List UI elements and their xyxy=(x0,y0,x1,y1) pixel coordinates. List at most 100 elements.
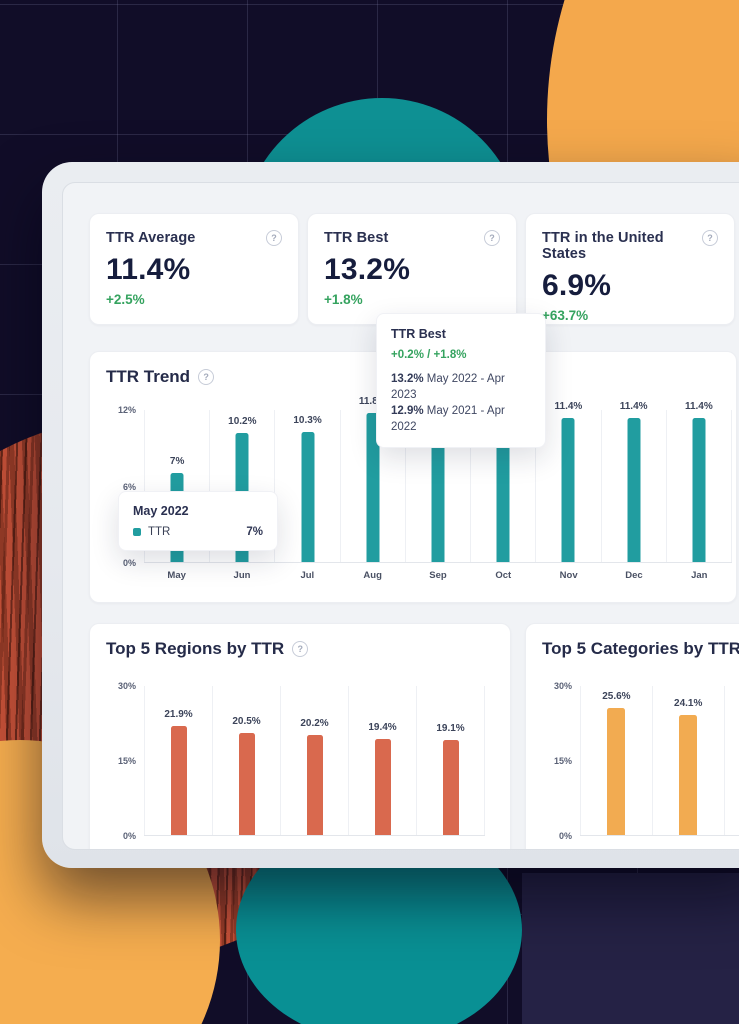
section-title: Top 5 Regions by TTR xyxy=(106,639,285,658)
chart-column: 11.4% xyxy=(536,401,602,562)
tooltip-series-value: 7% xyxy=(246,526,263,538)
y-tick-label: 12% xyxy=(117,405,136,415)
bar[interactable] xyxy=(238,733,255,835)
tooltip-row-period: May 2021 - Apr 2022 xyxy=(391,405,505,433)
x-tick-label: Jul xyxy=(300,570,315,581)
kpi-delta: +1.8% xyxy=(324,292,363,307)
chart-column: 11.8% xyxy=(341,396,406,562)
tooltip-title: TTR Best xyxy=(391,327,446,341)
help-icon[interactable]: ? xyxy=(198,369,215,385)
bar[interactable] xyxy=(374,738,391,835)
bar[interactable] xyxy=(170,726,187,835)
x-axis: May Jun Jul Aug Sep Oct Nov Dec Jan xyxy=(144,563,732,581)
bar-value-label: 19.4% xyxy=(368,721,397,733)
chart-column: 11.4% xyxy=(602,401,667,562)
bar[interactable] xyxy=(442,740,459,835)
help-icon[interactable]: ? xyxy=(266,230,282,246)
chart-column: 25.6% xyxy=(580,686,653,835)
tooltip-may-2022: May 2022 TTR 7% xyxy=(118,491,278,551)
kpi-card-ttr-united-states: TTR in the United States ? 6.9% +63.7% xyxy=(525,213,735,325)
tooltip-row: 12.9% May 2021 - Apr 2022 xyxy=(391,403,531,435)
plot-area: 21.9% 20.5% 20.2% 19.4% 19.1% xyxy=(144,686,485,836)
y-tick-label: 30% xyxy=(553,681,572,691)
top-categories-card: Top 5 Categories by TTR 30% 15% 0% 25.6% 24.… xyxy=(525,623,739,849)
x-tick-label: Dec xyxy=(625,570,643,581)
bar[interactable] xyxy=(627,417,641,562)
kpi-value: 13.2% xyxy=(324,253,411,286)
bar-value-label: 10.3% xyxy=(293,414,322,426)
chart-column: 11.4% xyxy=(667,401,732,562)
dashboard-screen: TTR Average ? 11.4% +2.5% TTR Best ? 13.… xyxy=(62,182,739,850)
y-tick-label: 30% xyxy=(117,681,136,691)
kpi-delta: +2.5% xyxy=(106,292,145,307)
kpi-value: 6.9% xyxy=(542,269,612,302)
ttr-series-swatch-icon xyxy=(133,528,141,536)
help-icon[interactable]: ? xyxy=(292,641,309,657)
bar-value-label: 20.5% xyxy=(232,716,261,728)
tablet-frame: TTR Average ? 11.4% +2.5% TTR Best ? 13.… xyxy=(42,162,739,868)
y-tick-label: 0% xyxy=(558,831,572,841)
chart-column: 20.2% xyxy=(281,686,349,835)
x-tick-label: Aug xyxy=(363,570,382,581)
bar-value-label: 20.2% xyxy=(300,717,329,729)
bar[interactable] xyxy=(366,412,380,562)
chart-column xyxy=(725,686,739,835)
chart-row: 30% 15% 0% 25.6% 24.1% xyxy=(526,681,739,841)
plot-area: 7%10.2%10.3%11.8%10%11.5%11.4%11.4%11.4% xyxy=(144,396,732,563)
chart-column: 24.1% xyxy=(653,686,725,835)
y-tick-label: 15% xyxy=(553,756,572,766)
tooltip-ttr-best: TTR Best +0.2% / +1.8% 13.2% May 2022 - … xyxy=(376,313,546,448)
x-tick-label: Nov xyxy=(559,570,578,581)
ttr-trend-card: TTR Trend ? 12%6%0%7%10.2%10.3%11.8%10%1… xyxy=(89,351,737,603)
bar[interactable] xyxy=(496,416,510,562)
chart-column: 10.3% xyxy=(275,410,341,562)
chart-column: 21.9% xyxy=(144,686,213,835)
bar[interactable] xyxy=(607,707,626,835)
y-tick-label: 15% xyxy=(117,756,136,766)
kpi-title: TTR Best xyxy=(324,230,389,246)
chart-column: 19.4% xyxy=(349,686,417,835)
bar[interactable] xyxy=(561,417,575,562)
top-categories-chart: 30% 15% 0% 25.6% 24.1% xyxy=(526,681,739,841)
chart-row: 30% 15% 0% 21.9% 20.5% 20.2% 19.4% 19.1% xyxy=(90,681,510,841)
chart-column: 19.1% xyxy=(417,686,485,835)
x-tick-label: Sep xyxy=(429,570,447,581)
kpi-delta: +63.7% xyxy=(542,308,589,323)
section-title: Top 5 Categories by TTR xyxy=(542,639,739,658)
bar-value-label: 11.8% xyxy=(358,395,387,407)
help-icon[interactable]: ? xyxy=(702,230,718,246)
bar-value-label: 11.4% xyxy=(619,400,648,412)
bar-value-label: 21.9% xyxy=(164,709,193,721)
bar[interactable] xyxy=(679,715,698,835)
tooltip-row-period: May 2022 - Apr 2023 xyxy=(391,373,505,401)
bar-value-label: 11.4% xyxy=(554,400,583,412)
kpi-title: TTR Average xyxy=(106,230,196,246)
y-axis: 30% 15% 0% xyxy=(538,681,580,841)
y-tick-label: 0% xyxy=(122,558,136,568)
bar-value-label: 11.4% xyxy=(684,400,713,412)
tooltip-row: 13.2% May 2022 - Apr 2023 xyxy=(391,371,531,403)
bar[interactable] xyxy=(306,734,323,835)
plot-area: 25.6% 24.1% xyxy=(580,686,739,836)
kpi-title: TTR in the United States xyxy=(542,230,664,262)
kpi-value: 11.4% xyxy=(106,253,191,286)
top-regions-chart: 30% 15% 0% 21.9% 20.5% 20.2% 19.4% 19.1% xyxy=(90,681,510,841)
bar-value-label: 7% xyxy=(169,456,185,468)
bar[interactable] xyxy=(301,431,315,562)
x-tick-label: Jan xyxy=(691,570,708,581)
bar[interactable] xyxy=(692,417,706,562)
y-tick-label: 0% xyxy=(122,831,136,841)
x-tick-label: Oct xyxy=(495,570,512,581)
y-tick-label: 6% xyxy=(122,481,136,492)
bar[interactable] xyxy=(431,435,445,562)
x-tick-label: Jun xyxy=(233,570,251,581)
bar-value-label: 19.1% xyxy=(436,723,465,735)
tooltip-title: May 2022 xyxy=(133,504,189,518)
help-icon[interactable]: ? xyxy=(484,230,500,246)
y-axis: 30% 15% 0% xyxy=(102,681,144,841)
chart-row: 12%6%0%7%10.2%10.3%11.8%10%11.5%11.4%11.… xyxy=(90,396,736,568)
kpi-card-ttr-best: TTR Best ? 13.2% +1.8% xyxy=(307,213,517,325)
y-axis: 12% 6% 0% xyxy=(102,405,144,568)
bar-value-label: 10.2% xyxy=(228,415,257,427)
tooltip-series-label: TTR xyxy=(148,526,171,538)
